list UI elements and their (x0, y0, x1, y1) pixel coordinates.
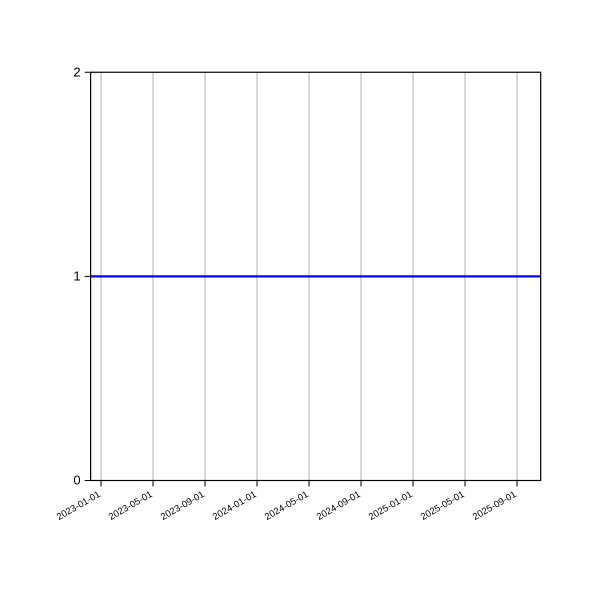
svg-text:2025-09-01: 2025-09-01 (471, 489, 519, 523)
svg-text:2023-09-01: 2023-09-01 (159, 489, 207, 523)
svg-text:0: 0 (73, 473, 80, 488)
svg-text:2024-01-01: 2024-01-01 (211, 489, 259, 523)
svg-text:2025-01-01: 2025-01-01 (367, 489, 415, 523)
svg-text:2024-05-01: 2024-05-01 (263, 489, 311, 523)
svg-text:2025-05-01: 2025-05-01 (419, 489, 467, 523)
svg-text:2: 2 (73, 65, 80, 80)
svg-text:2024-09-01: 2024-09-01 (315, 489, 363, 523)
svg-text:2023-01-01: 2023-01-01 (55, 489, 103, 523)
svg-text:1: 1 (73, 269, 80, 284)
svg-text:2023-05-01: 2023-05-01 (107, 489, 155, 523)
